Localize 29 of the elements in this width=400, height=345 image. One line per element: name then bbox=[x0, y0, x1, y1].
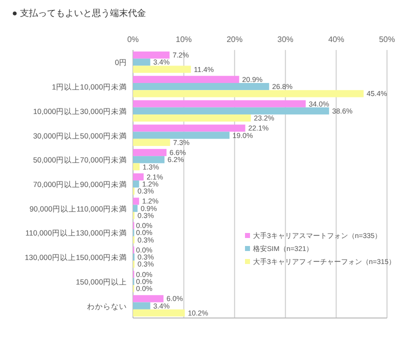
bar bbox=[133, 302, 150, 310]
bar bbox=[133, 148, 167, 156]
bar bbox=[133, 52, 170, 59]
x-tick-label: 0% bbox=[127, 35, 139, 44]
bar bbox=[133, 124, 246, 132]
bar bbox=[133, 76, 240, 83]
bar bbox=[133, 90, 364, 98]
bar bbox=[133, 82, 270, 90]
bar bbox=[133, 58, 150, 66]
x-tick-label: 40% bbox=[328, 35, 344, 44]
bar bbox=[133, 107, 330, 114]
bar bbox=[133, 132, 230, 139]
bar bbox=[133, 173, 144, 180]
bar bbox=[133, 66, 191, 73]
x-tick-label: 10% bbox=[176, 35, 192, 44]
bar bbox=[133, 309, 185, 316]
x-tick-label: 30% bbox=[277, 35, 294, 44]
bar bbox=[133, 156, 164, 164]
x-tick-label: 50% bbox=[378, 35, 396, 44]
bar bbox=[133, 180, 140, 188]
bar bbox=[133, 295, 164, 302]
bar bbox=[133, 198, 140, 205]
bar bbox=[133, 114, 251, 122]
bar bbox=[133, 163, 140, 170]
bar bbox=[133, 138, 170, 146]
bar bbox=[133, 204, 138, 212]
chart-title: ● 支払ってもよいと思う端末代金 bbox=[12, 8, 146, 18]
bar bbox=[133, 100, 306, 108]
x-tick-label: 20% bbox=[226, 35, 243, 44]
